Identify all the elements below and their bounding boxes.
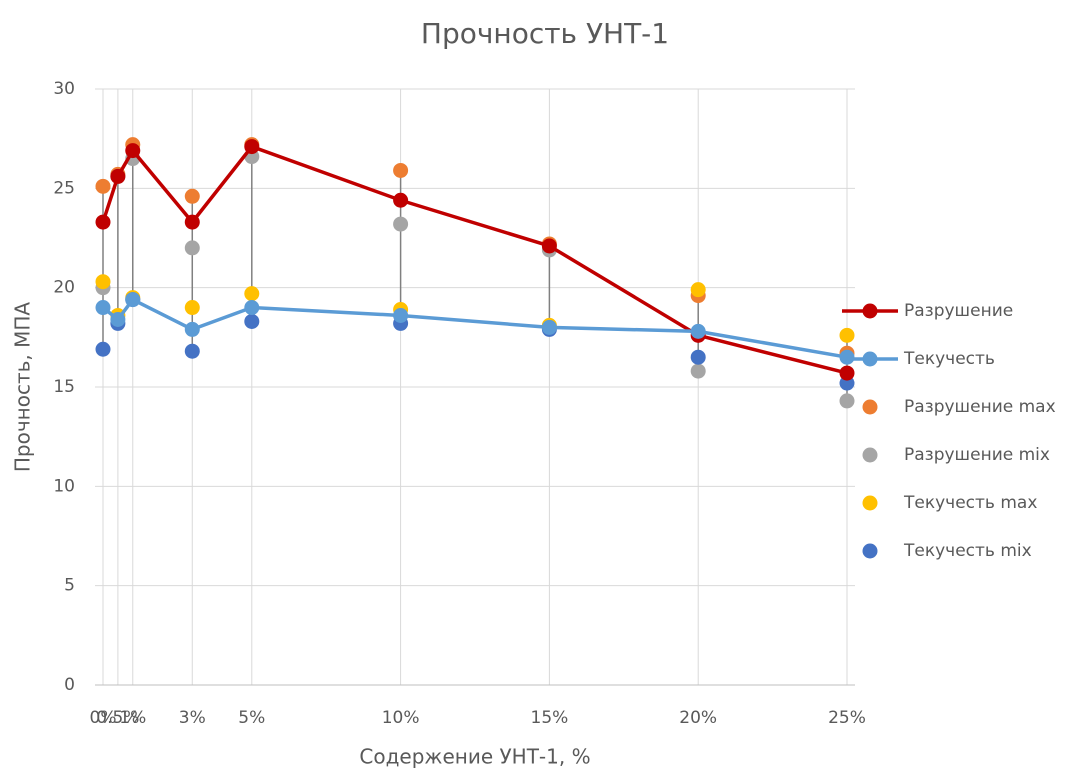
- legend-marker: [862, 303, 878, 319]
- legend-label: Разрушение: [904, 301, 1013, 321]
- x-tick-label: 25%: [828, 708, 866, 728]
- data-point: [184, 300, 200, 316]
- y-tick-label: 5: [64, 576, 75, 596]
- data-point: [690, 282, 706, 298]
- x-tick-label: 0.5%: [96, 708, 139, 728]
- data-point: [244, 286, 260, 302]
- data-point: [184, 188, 200, 204]
- data-point: [541, 238, 557, 254]
- x-tick-label: 20%: [679, 708, 717, 728]
- series-line: [101, 297, 848, 359]
- legend-marker: [862, 447, 878, 463]
- legend-marker: [862, 399, 878, 415]
- data-point: [393, 162, 409, 178]
- data-point: [184, 240, 200, 256]
- data-point: [184, 343, 200, 359]
- legend-marker: [862, 543, 878, 559]
- x-tick-label: 3%: [179, 708, 206, 728]
- y-tick-label: 10: [53, 476, 75, 496]
- legend-label: Текучесть mix: [903, 541, 1032, 561]
- data-point: [184, 214, 200, 230]
- data-point: [839, 349, 855, 365]
- y-tick-label: 15: [53, 377, 75, 397]
- data-point: [110, 311, 126, 327]
- data-point: [244, 313, 260, 329]
- data-point: [690, 323, 706, 339]
- x-tick-label: 0%: [90, 708, 117, 728]
- data-point: [393, 307, 409, 323]
- y-axis-label: Прочность, МПА: [11, 302, 35, 473]
- data-point: [95, 178, 111, 194]
- x-axis-label: Содержение УНТ-1, %: [359, 745, 590, 769]
- data-point: [110, 168, 126, 184]
- legend-marker: [862, 495, 878, 511]
- legend-marker: [862, 351, 878, 367]
- data-point: [95, 274, 111, 290]
- legend-label: Разрушение max: [904, 397, 1056, 417]
- legend-label: Текучесть: [903, 349, 995, 369]
- y-tick-label: 20: [53, 278, 75, 298]
- data-point: [690, 349, 706, 365]
- data-point: [839, 327, 855, 343]
- data-point: [244, 139, 260, 155]
- data-point: [184, 321, 200, 337]
- data-point: [95, 341, 111, 357]
- chart-title: Прочность УНТ-1: [421, 17, 669, 50]
- x-tick-label: 5%: [238, 708, 265, 728]
- data-point: [244, 300, 260, 316]
- y-tick-label: 25: [53, 178, 75, 198]
- data-point: [125, 143, 141, 159]
- y-tick-label: 0: [64, 675, 75, 695]
- data-point: [541, 319, 557, 335]
- x-tick-label: 15%: [531, 708, 569, 728]
- data-point: [690, 363, 706, 379]
- data-point: [839, 365, 855, 381]
- y-tick-label: 30: [53, 79, 75, 99]
- data-point: [393, 192, 409, 208]
- data-point: [125, 292, 141, 308]
- x-tick-label: 10%: [382, 708, 420, 728]
- legend-label: Текучесть max: [903, 493, 1037, 513]
- data-point: [839, 393, 855, 409]
- x-tick-label: 1%: [119, 708, 146, 728]
- data-point: [95, 300, 111, 316]
- data-point: [95, 214, 111, 230]
- data-point: [393, 216, 409, 232]
- legend-label: Разрушение mix: [904, 445, 1050, 465]
